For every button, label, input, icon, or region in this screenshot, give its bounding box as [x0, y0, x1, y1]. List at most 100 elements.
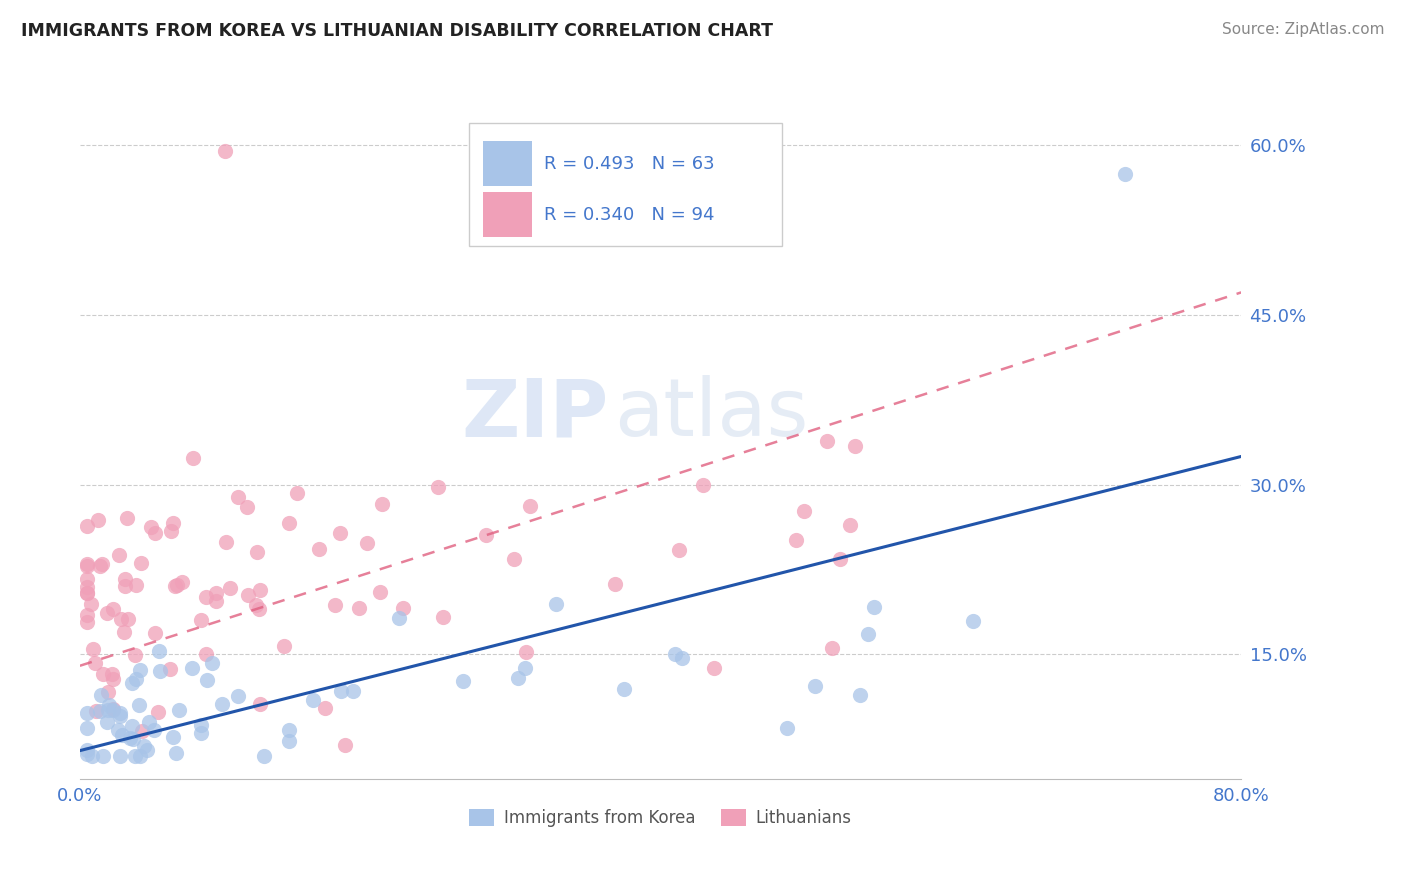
Point	[76, 581, 98, 595]
Point	[249, 583, 271, 598]
Point	[273, 639, 295, 653]
Point	[335, 738, 357, 752]
Point	[228, 689, 250, 703]
Point	[314, 700, 336, 714]
Point	[108, 706, 131, 720]
Point	[115, 511, 138, 525]
Point	[544, 598, 567, 612]
Point	[121, 719, 143, 733]
Point	[124, 648, 146, 663]
Point	[124, 749, 146, 764]
Point	[129, 663, 152, 677]
Point	[863, 600, 886, 615]
Point	[97, 703, 120, 717]
Point	[101, 672, 124, 686]
Point	[238, 588, 260, 602]
Point	[278, 516, 301, 530]
Text: IMMIGRANTS FROM KOREA VS LITHUANIAN DISABILITY CORRELATION CHART: IMMIGRANTS FROM KOREA VS LITHUANIAN DISA…	[21, 22, 773, 40]
Point	[165, 579, 187, 593]
Point	[285, 486, 308, 500]
Point	[302, 693, 325, 707]
Point	[603, 576, 626, 591]
FancyBboxPatch shape	[470, 123, 783, 246]
Point	[190, 718, 212, 732]
Point	[98, 698, 121, 713]
Point	[76, 607, 98, 622]
Point	[785, 533, 807, 547]
Point	[368, 585, 391, 599]
Point	[149, 664, 172, 678]
Point	[89, 558, 111, 573]
Point	[253, 749, 276, 764]
Point	[856, 626, 879, 640]
Point	[671, 651, 693, 665]
Point	[211, 698, 233, 712]
Text: ZIP: ZIP	[461, 376, 609, 453]
Point	[125, 578, 148, 592]
Point	[515, 645, 537, 659]
Point	[103, 702, 125, 716]
Point	[1114, 167, 1136, 181]
Point	[664, 648, 686, 662]
Point	[138, 714, 160, 729]
Point	[89, 704, 111, 718]
Point	[247, 602, 270, 616]
Point	[475, 189, 498, 203]
Point	[703, 661, 725, 675]
Point	[830, 552, 852, 566]
Text: atlas: atlas	[614, 376, 808, 453]
Point	[86, 704, 108, 718]
Point	[76, 747, 98, 761]
Point	[162, 730, 184, 744]
Point	[474, 527, 496, 541]
Point	[838, 518, 860, 533]
Point	[82, 641, 104, 656]
Point	[201, 656, 224, 670]
Point	[849, 689, 872, 703]
Point	[370, 497, 392, 511]
Point	[190, 613, 212, 627]
Point	[804, 679, 827, 693]
Point	[329, 525, 352, 540]
Point	[503, 552, 526, 566]
Point	[76, 721, 98, 735]
Point	[159, 524, 181, 538]
Point	[96, 606, 118, 620]
Text: R = 0.493   N = 63: R = 0.493 N = 63	[544, 154, 716, 173]
Point	[432, 609, 454, 624]
Point	[236, 500, 259, 514]
Point	[165, 746, 187, 760]
Point	[159, 662, 181, 676]
Point	[110, 749, 132, 764]
Text: R = 0.340   N = 94: R = 0.340 N = 94	[544, 206, 714, 224]
Point	[214, 144, 236, 158]
Point	[426, 480, 449, 494]
Point	[249, 697, 271, 711]
Point	[76, 559, 98, 574]
Legend: Immigrants from Korea, Lithuanians: Immigrants from Korea, Lithuanians	[463, 802, 859, 834]
Point	[111, 728, 134, 742]
Point	[166, 578, 188, 592]
Point	[76, 743, 98, 757]
Point	[76, 586, 98, 600]
Point	[108, 709, 131, 723]
Point	[107, 548, 129, 562]
Point	[96, 715, 118, 730]
Point	[143, 626, 166, 640]
Point	[91, 749, 114, 764]
Point	[388, 611, 411, 625]
Point	[205, 594, 228, 608]
Point	[181, 450, 204, 465]
Point	[162, 516, 184, 530]
Point	[308, 541, 330, 556]
Point	[90, 557, 112, 571]
Point	[101, 703, 124, 717]
Point	[323, 599, 346, 613]
Point	[668, 542, 690, 557]
Point	[129, 749, 152, 764]
Point	[93, 666, 115, 681]
Point	[613, 682, 636, 697]
Point	[330, 683, 353, 698]
Point	[356, 535, 378, 549]
Point	[180, 661, 202, 675]
